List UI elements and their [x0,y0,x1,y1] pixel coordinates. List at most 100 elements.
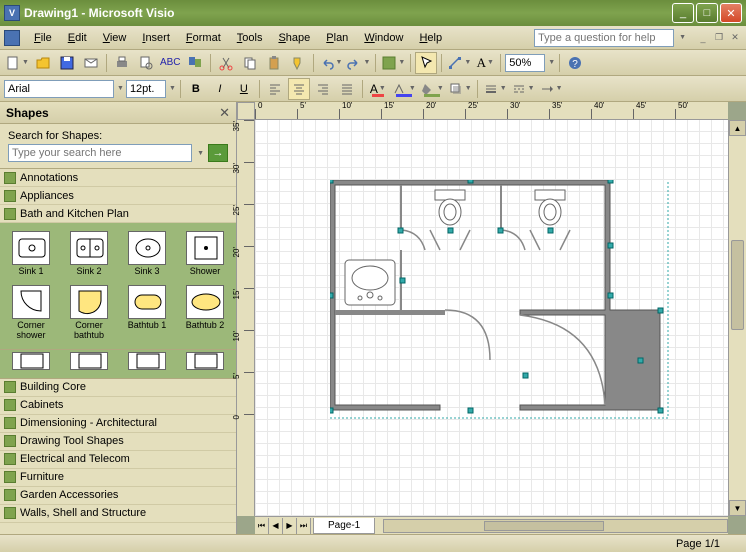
minimize-button[interactable]: _ [672,3,694,23]
search-go-button[interactable]: → [208,144,228,162]
maximize-button[interactable]: □ [696,3,718,23]
text-tool-button[interactable]: A▼ [474,52,496,74]
print-preview-button[interactable] [135,52,157,74]
category-item[interactable]: Electrical and Telecom [0,451,236,469]
category-item[interactable]: Furniture [0,469,236,487]
next-page-button[interactable]: ▶ [283,518,297,534]
menu-help[interactable]: Help [411,30,450,46]
zoom-input[interactable] [505,54,545,72]
redo-button[interactable]: ▼ [345,52,371,74]
help-button[interactable]: ? [564,52,586,74]
print-button[interactable] [111,52,133,74]
scroll-down-button[interactable]: ▼ [729,500,746,516]
menu-insert[interactable]: Insert [134,30,178,46]
connector-tool-button[interactable]: ▼ [446,52,472,74]
font-name-input[interactable] [4,80,114,98]
menu-edit[interactable]: Edit [60,30,95,46]
shape-stencil[interactable] [4,350,58,372]
shape-stencil[interactable]: Sink 3 [120,229,174,279]
shape-stencil[interactable]: Bathtub 1 [120,283,174,343]
align-justify-button[interactable] [336,78,358,100]
doc-close[interactable]: ✕ [728,31,742,45]
shape-stencil[interactable]: Corner bathtub [62,283,116,343]
new-button[interactable]: ▼ [4,52,30,74]
drawing-viewport[interactable] [255,120,728,516]
copy-button[interactable] [239,52,261,74]
pointer-tool-button[interactable] [415,52,437,74]
vertical-ruler[interactable]: 35'30'25'20'15'10'5'0 [237,120,255,516]
horizontal-ruler[interactable]: 05'10'15'20'25'30'35'40'45'50' [255,102,728,120]
shape-stencil[interactable]: Bathtub 2 [178,283,232,343]
doc-restore[interactable]: ❐ [712,31,726,45]
align-left-button[interactable] [264,78,286,100]
open-button[interactable] [32,52,54,74]
menu-view[interactable]: View [95,30,135,46]
shape-stencil[interactable]: Sink 2 [62,229,116,279]
underline-button[interactable]: U [233,78,255,100]
scroll-up-button[interactable]: ▲ [729,120,746,136]
bold-button[interactable]: B [185,78,207,100]
menu-file[interactable]: File [26,30,60,46]
category-item[interactable]: Drawing Tool Shapes [0,433,236,451]
category-item[interactable]: Walls, Shell and Structure [0,505,236,523]
search-dropdown[interactable]: ▼ [197,150,204,157]
category-item[interactable]: Appliances [0,187,236,205]
shape-stencil[interactable]: Corner shower [4,283,58,343]
format-painter-button[interactable] [287,52,309,74]
italic-button[interactable]: I [209,78,231,100]
first-page-button[interactable]: ⏮ [255,518,269,534]
help-dropdown[interactable]: ▼ [679,34,686,41]
shadow-color-button[interactable]: ▼ [447,78,473,100]
category-item[interactable]: Bath and Kitchen Plan [0,205,236,223]
menu-plan[interactable]: Plan [318,30,356,46]
save-button[interactable] [56,52,78,74]
align-right-button[interactable] [312,78,334,100]
align-center-button[interactable] [288,78,310,100]
line-weight-button[interactable]: ▼ [482,78,508,100]
line-ends-button[interactable]: ▼ [538,78,564,100]
shape-stencil[interactable]: Sink 1 [4,229,58,279]
shapes-search-input[interactable] [8,144,192,162]
undo-button[interactable]: ▼ [318,52,344,74]
spelling-button[interactable]: ABC [159,52,182,74]
scroll-thumb-v[interactable] [731,240,744,330]
menu-shape[interactable]: Shape [270,30,318,46]
zoom-dropdown[interactable]: ▼ [548,59,555,66]
category-item[interactable]: Dimensioning - Architectural [0,415,236,433]
page-tab[interactable]: Page-1 [313,518,375,534]
shapes-panel-close[interactable]: ✕ [219,105,230,121]
fill-color-button[interactable]: ▼ [419,78,445,100]
shape-stencil[interactable] [178,350,232,372]
last-page-button[interactable]: ⏭ [297,518,311,534]
menu-window[interactable]: Window [356,30,411,46]
doc-minimize[interactable]: _ [696,31,710,45]
menu-tools[interactable]: Tools [229,30,271,46]
line-pattern-button[interactable]: ▼ [510,78,536,100]
menu-format[interactable]: Format [178,30,229,46]
email-button[interactable] [80,52,102,74]
font-color-button[interactable]: A▼ [367,78,389,100]
research-button[interactable] [184,52,206,74]
category-item[interactable]: Cabinets [0,397,236,415]
category-item[interactable]: Annotations [0,169,236,187]
shape-stencil[interactable] [62,350,116,372]
ruler-corner[interactable] [237,102,255,120]
shapes-window-button[interactable]: ▼ [380,52,406,74]
horizontal-scrollbar[interactable] [383,519,728,533]
line-color-button[interactable]: ▼ [391,78,417,100]
category-item[interactable]: Garden Accessories [0,487,236,505]
close-button[interactable]: ✕ [720,3,742,23]
font-size-input[interactable] [126,80,166,98]
doc-icon[interactable] [4,30,20,46]
shape-stencil[interactable]: Shower [178,229,232,279]
standard-toolbar: ▼ ABC ▼ ▼ ▼ ▼ A▼ ▼ ? [0,50,746,76]
paste-button[interactable] [263,52,285,74]
help-search-input[interactable] [534,29,674,47]
floorplan-drawing[interactable] [330,180,690,440]
shape-stencil[interactable] [120,350,174,372]
prev-page-button[interactable]: ◀ [269,518,283,534]
category-item[interactable]: Building Core [0,379,236,397]
cut-button[interactable] [215,52,237,74]
scroll-thumb-h[interactable] [484,521,604,531]
vertical-scrollbar[interactable]: ▲ ▼ [728,120,746,516]
